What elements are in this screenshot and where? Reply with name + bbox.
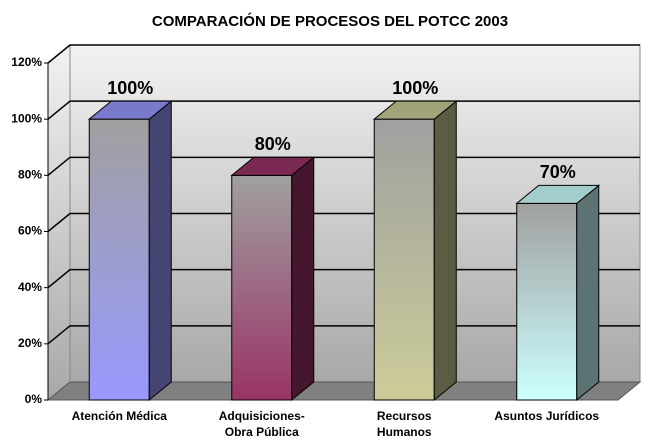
- bar-top: [230, 156, 316, 176]
- bar-front: [231, 174, 293, 401]
- y-tick-label: 60%: [18, 224, 42, 238]
- x-tick-label: Atención Médica: [71, 409, 167, 423]
- x-tick-label: Asuntos Jurídicos: [494, 409, 600, 423]
- value-label: 80%: [255, 134, 291, 154]
- chart-title: COMPARACIÓN DE PROCESOS DEL POTCC 2003: [152, 12, 508, 30]
- bar-side: [291, 156, 315, 402]
- y-tick-label: 100%: [11, 111, 42, 125]
- x-tick-label: Adquisiciones- Obra Pública: [218, 409, 305, 439]
- bar-top: [372, 100, 458, 120]
- bar-front: [88, 118, 150, 401]
- value-label: 100%: [392, 78, 438, 98]
- y-tick-label: 80%: [18, 168, 42, 182]
- value-label: 70%: [540, 162, 576, 182]
- bar-front: [516, 202, 578, 401]
- y-tick-label: 120%: [11, 55, 42, 69]
- bar-front: [373, 118, 435, 401]
- y-tick-label: 0%: [25, 392, 43, 406]
- grid-line: [47, 44, 640, 64]
- bar-side: [576, 184, 600, 402]
- bar-top: [87, 100, 173, 120]
- bar-top: [515, 184, 601, 204]
- value-label: 100%: [107, 78, 153, 98]
- y-tick-label: 20%: [18, 336, 42, 350]
- y-tick-label: 40%: [18, 280, 42, 294]
- bar-side: [148, 100, 172, 402]
- bar-side: [433, 100, 457, 402]
- x-tick-label: Recursos Humanos: [376, 409, 432, 439]
